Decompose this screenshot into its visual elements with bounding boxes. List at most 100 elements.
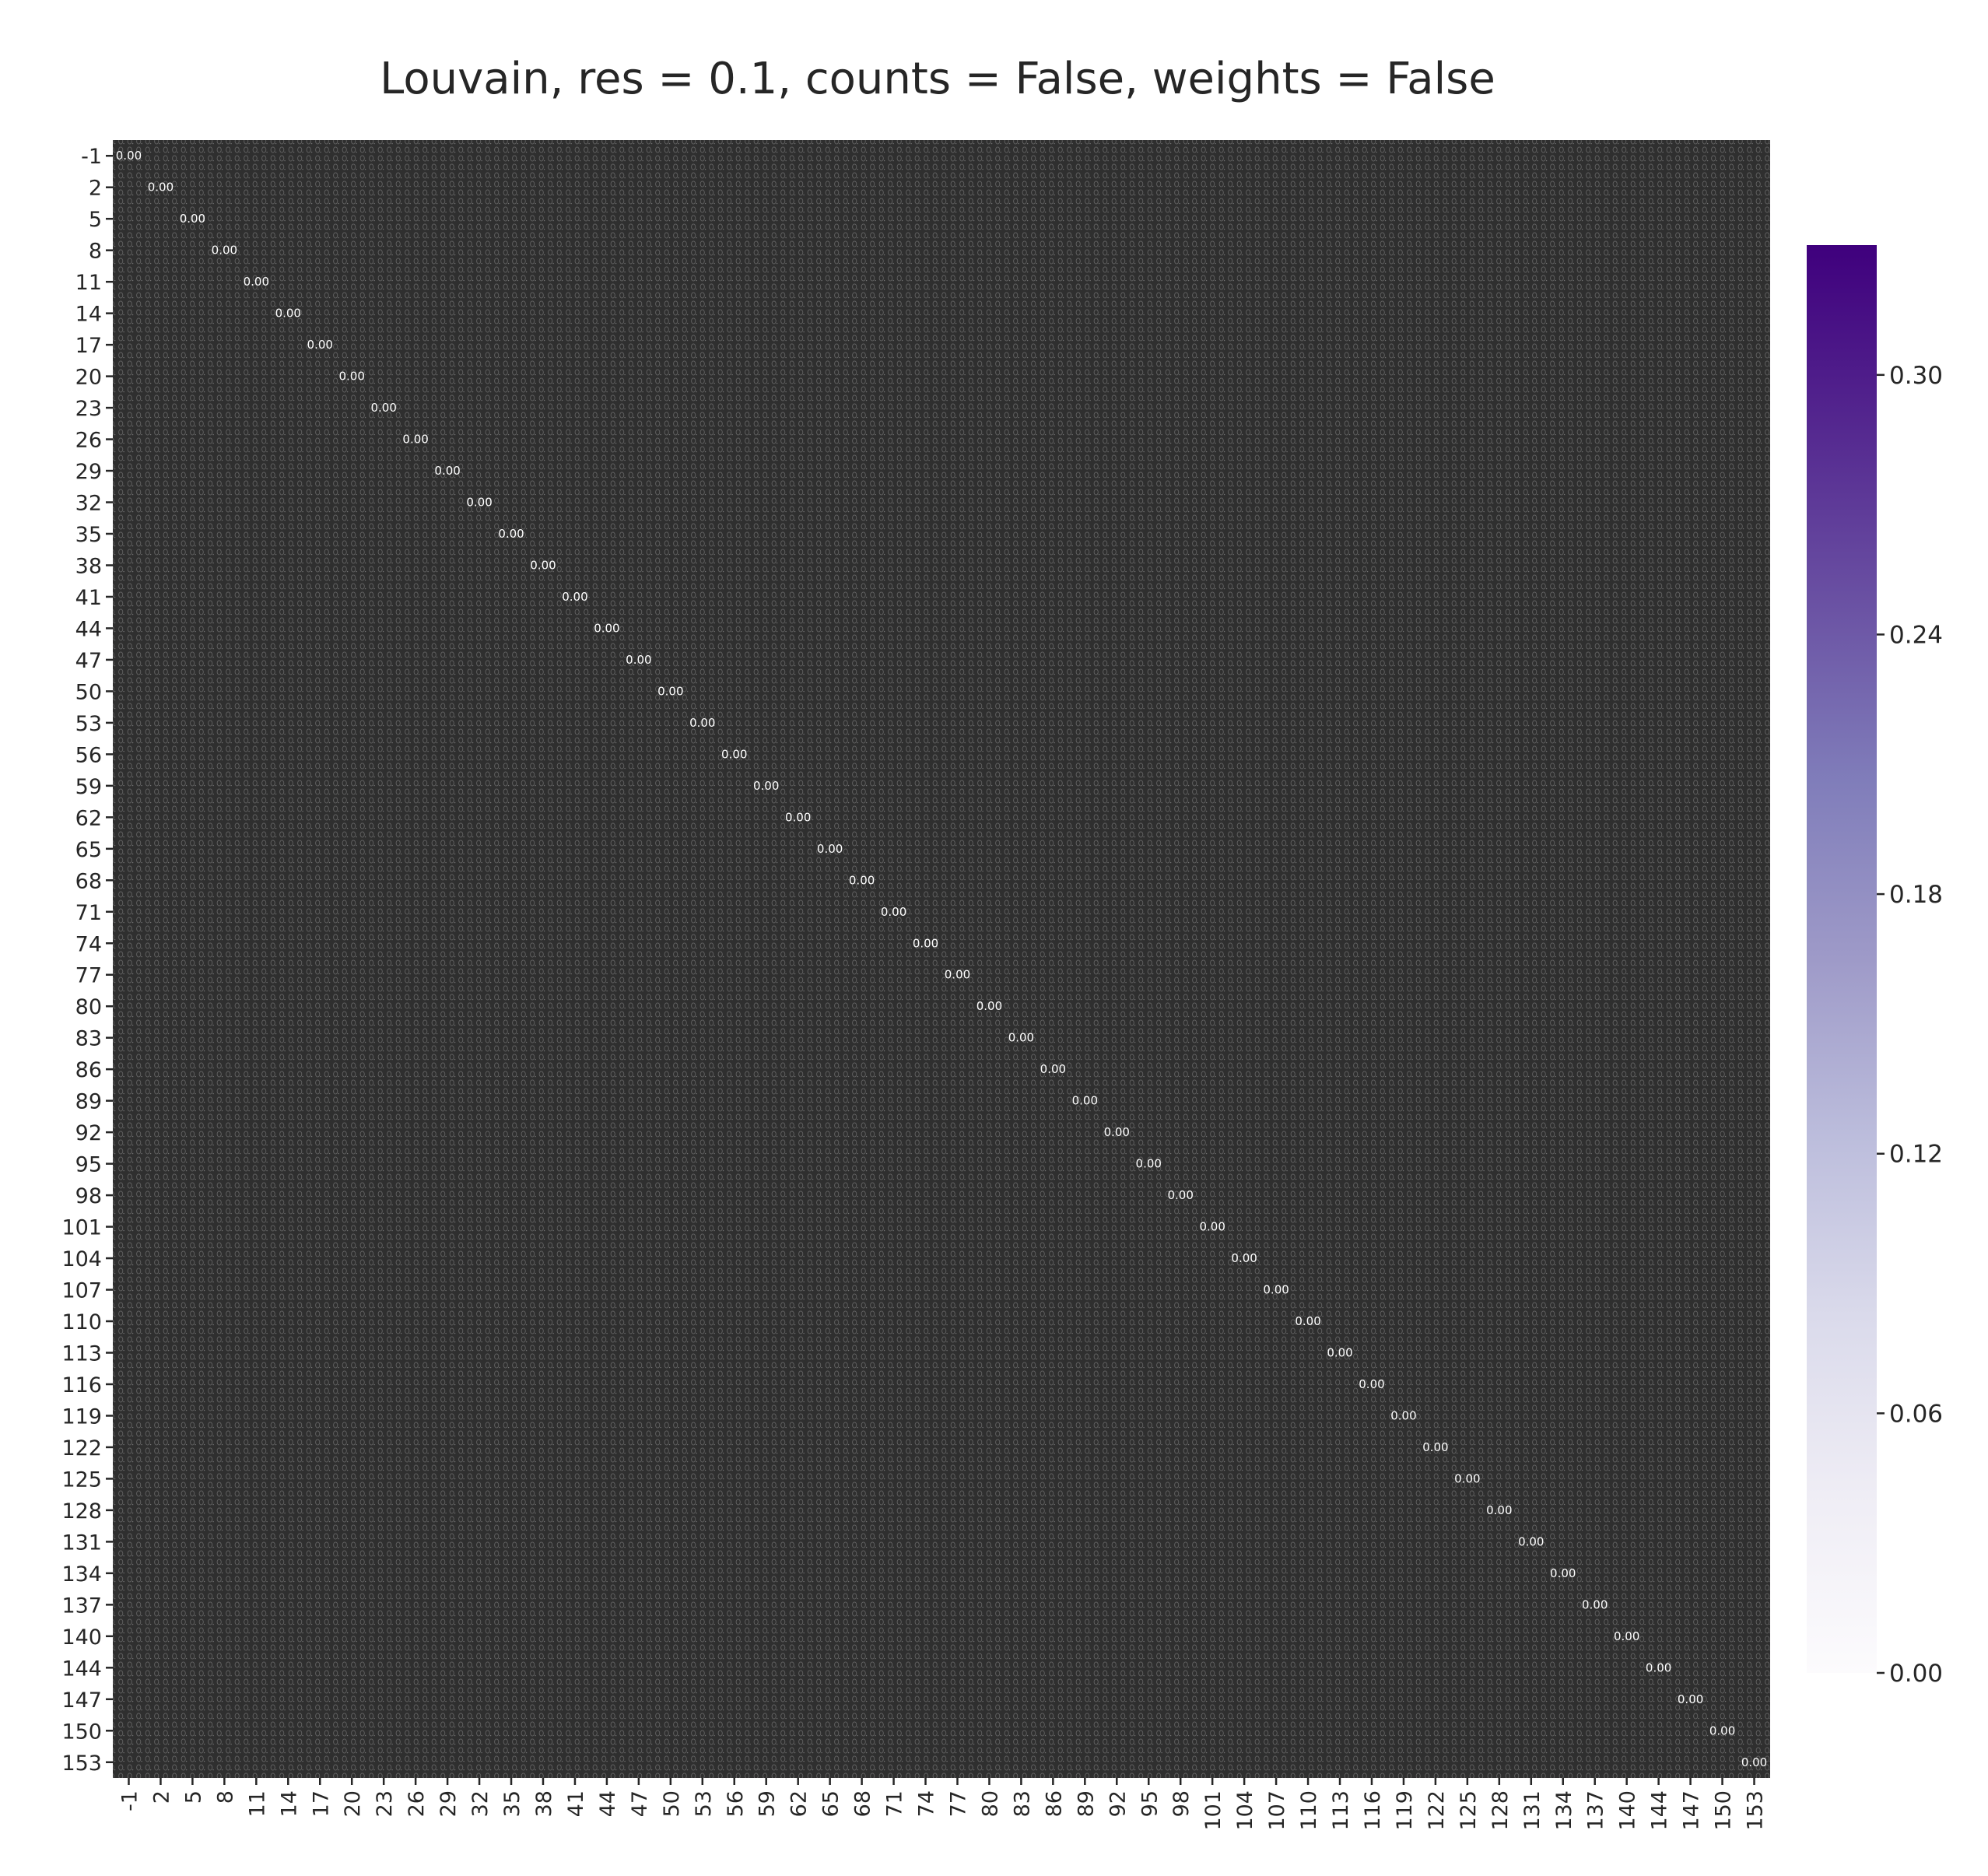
row-tick-label: 144 xyxy=(61,1657,102,1681)
row-tick-label: 14 xyxy=(75,303,102,327)
row-tick-label: -1 xyxy=(81,145,102,169)
row-tick-label: 44 xyxy=(75,617,102,641)
row-tick-label: 59 xyxy=(75,775,102,799)
cell-annotation: 0.00 xyxy=(562,590,587,604)
column-tick-label: 77 xyxy=(946,1790,970,1817)
chart-title: Louvain, res = 0.1, counts = False, weig… xyxy=(380,54,1495,104)
colorbar-ticks: 0.00 0.06 0.12 0.18 0.24 0.30 xyxy=(1877,362,1943,1688)
row-tick-label: 35 xyxy=(75,523,102,547)
cell-annotation: 0.00 xyxy=(1072,1094,1098,1108)
cell-annotation: 0.00 xyxy=(976,999,1002,1013)
cell-annotation: 0.00 xyxy=(1008,1031,1034,1045)
column-tick-label: 140 xyxy=(1616,1790,1640,1831)
row-tick-label: 41 xyxy=(75,586,102,610)
row-tick-label: 150 xyxy=(61,1720,102,1744)
column-tick-label: 71 xyxy=(883,1790,907,1817)
row-tick-label: 68 xyxy=(75,869,102,893)
row-tick-label: 80 xyxy=(75,995,102,1019)
cell-annotations: 0.00 0.00 0.00 0.00 0.00 0.00 0.00 0.00 0.00 0.00… xyxy=(116,149,1767,1769)
column-tick-label: 122 xyxy=(1425,1790,1449,1831)
row-tick-label: 53 xyxy=(75,712,102,736)
row-tick-label: 92 xyxy=(75,1121,102,1145)
cell-annotation: 0.00 xyxy=(402,433,428,447)
column-tick-label: 113 xyxy=(1329,1790,1353,1831)
column-tick-label: 95 xyxy=(1138,1790,1162,1817)
row-tick-label: 134 xyxy=(61,1562,102,1587)
column-tick-label: 89 xyxy=(1074,1790,1098,1817)
column-tick-label: 92 xyxy=(1106,1790,1130,1817)
row-tick-label: 128 xyxy=(61,1499,102,1524)
column-tick-label: 20 xyxy=(341,1790,365,1817)
cell-annotation: 0.00 xyxy=(721,747,747,761)
row-tick-label: 119 xyxy=(61,1404,102,1429)
colorbar-tick-label: 0.24 xyxy=(1889,621,1943,649)
cell-annotation: 0.00 xyxy=(1678,1692,1703,1706)
cell-annotation: 0.00 xyxy=(1454,1471,1480,1485)
column-tick-label: 153 xyxy=(1744,1790,1768,1831)
colorbar-tick-label: 0.06 xyxy=(1889,1400,1943,1428)
column-tick-label: 2 xyxy=(149,1790,174,1804)
cell-annotation: 0.00 xyxy=(1040,1062,1066,1076)
row-tick-label: 71 xyxy=(75,901,102,925)
row-tick-label: 116 xyxy=(61,1373,102,1397)
colorbar-tick-label: 0.12 xyxy=(1889,1141,1943,1169)
cell-annotation: 0.00 xyxy=(1741,1755,1767,1769)
cell-annotation: 0.00 xyxy=(1422,1440,1448,1454)
column-tick-label: 32 xyxy=(468,1790,493,1817)
cell-annotation: 0.00 xyxy=(849,873,875,887)
cell-annotation: 0.00 xyxy=(370,401,396,415)
cell-annotation: 0.00 xyxy=(1518,1534,1544,1548)
column-tick-label: 86 xyxy=(1042,1790,1066,1817)
column-tick-label: 119 xyxy=(1393,1790,1417,1831)
row-tick-label: 26 xyxy=(75,429,102,453)
cell-annotation: 0.00 xyxy=(1486,1503,1512,1517)
row-tick-label: 74 xyxy=(75,932,102,956)
row-tick-label: 38 xyxy=(75,554,102,578)
cell-annotation: 0.00 xyxy=(689,716,715,730)
column-tick-label: 125 xyxy=(1457,1790,1481,1831)
column-tick-label: 35 xyxy=(500,1790,524,1817)
row-tick-label: 101 xyxy=(61,1216,102,1240)
cell-annotation: 0.00 xyxy=(753,779,779,793)
colorbar-tick-label: 0.00 xyxy=(1889,1660,1943,1688)
cell-annotation: 0.00 xyxy=(339,370,365,384)
cell-annotation: 0.00 xyxy=(657,684,683,698)
column-tick-label: 101 xyxy=(1201,1790,1225,1831)
row-tick-label: 107 xyxy=(61,1279,102,1303)
row-tick-label: 125 xyxy=(61,1467,102,1492)
column-tick-label: 134 xyxy=(1552,1790,1576,1831)
column-tick-label: 23 xyxy=(373,1790,397,1817)
cell-annotation: 0.00 xyxy=(1136,1157,1162,1171)
cell-annotation: 0.00 xyxy=(244,275,269,289)
row-tick-label: 32 xyxy=(75,492,102,516)
row-tick-label: 98 xyxy=(75,1184,102,1208)
cell-annotation: 0.00 xyxy=(307,338,333,352)
row-tick-label: 122 xyxy=(61,1436,102,1460)
column-tick-label: 110 xyxy=(1297,1790,1321,1831)
colorbar-gradient xyxy=(1807,245,1877,1673)
row-tick-label: 113 xyxy=(61,1342,102,1366)
cell-annotation: 0.00 xyxy=(466,496,492,510)
column-tick-labels: -1 2 5 8 11 14 17 20 23 26 29 32 35 38 41 44 47 50 53 56 59 6… xyxy=(117,1778,1768,1831)
column-tick-label: 44 xyxy=(596,1790,620,1817)
row-tick-label: 86 xyxy=(75,1058,102,1082)
column-tick-label: 5 xyxy=(181,1790,205,1804)
colorbar: 0.00 0.06 0.12 0.18 0.24 0.30 xyxy=(1807,245,1943,1688)
row-tick-label: 95 xyxy=(75,1153,102,1177)
row-tick-label: 2 xyxy=(89,177,102,201)
column-tick-label: 26 xyxy=(405,1790,429,1817)
cell-annotation: 0.00 xyxy=(1199,1220,1225,1234)
column-tick-label: 56 xyxy=(724,1790,748,1817)
column-tick-label: 98 xyxy=(1169,1790,1194,1817)
cell-annotation: 0.00 xyxy=(881,905,906,919)
row-tick-label: 23 xyxy=(75,397,102,421)
row-tick-label: 140 xyxy=(61,1625,102,1650)
colorbar-tick-label: 0.30 xyxy=(1889,362,1943,390)
row-tick-label: 47 xyxy=(75,649,102,673)
row-tick-label: 89 xyxy=(75,1090,102,1114)
cell-annotation: 0.00 xyxy=(275,307,301,321)
column-tick-label: 144 xyxy=(1648,1790,1672,1831)
row-tick-label: 50 xyxy=(75,680,102,704)
row-tick-label: 153 xyxy=(61,1752,102,1776)
